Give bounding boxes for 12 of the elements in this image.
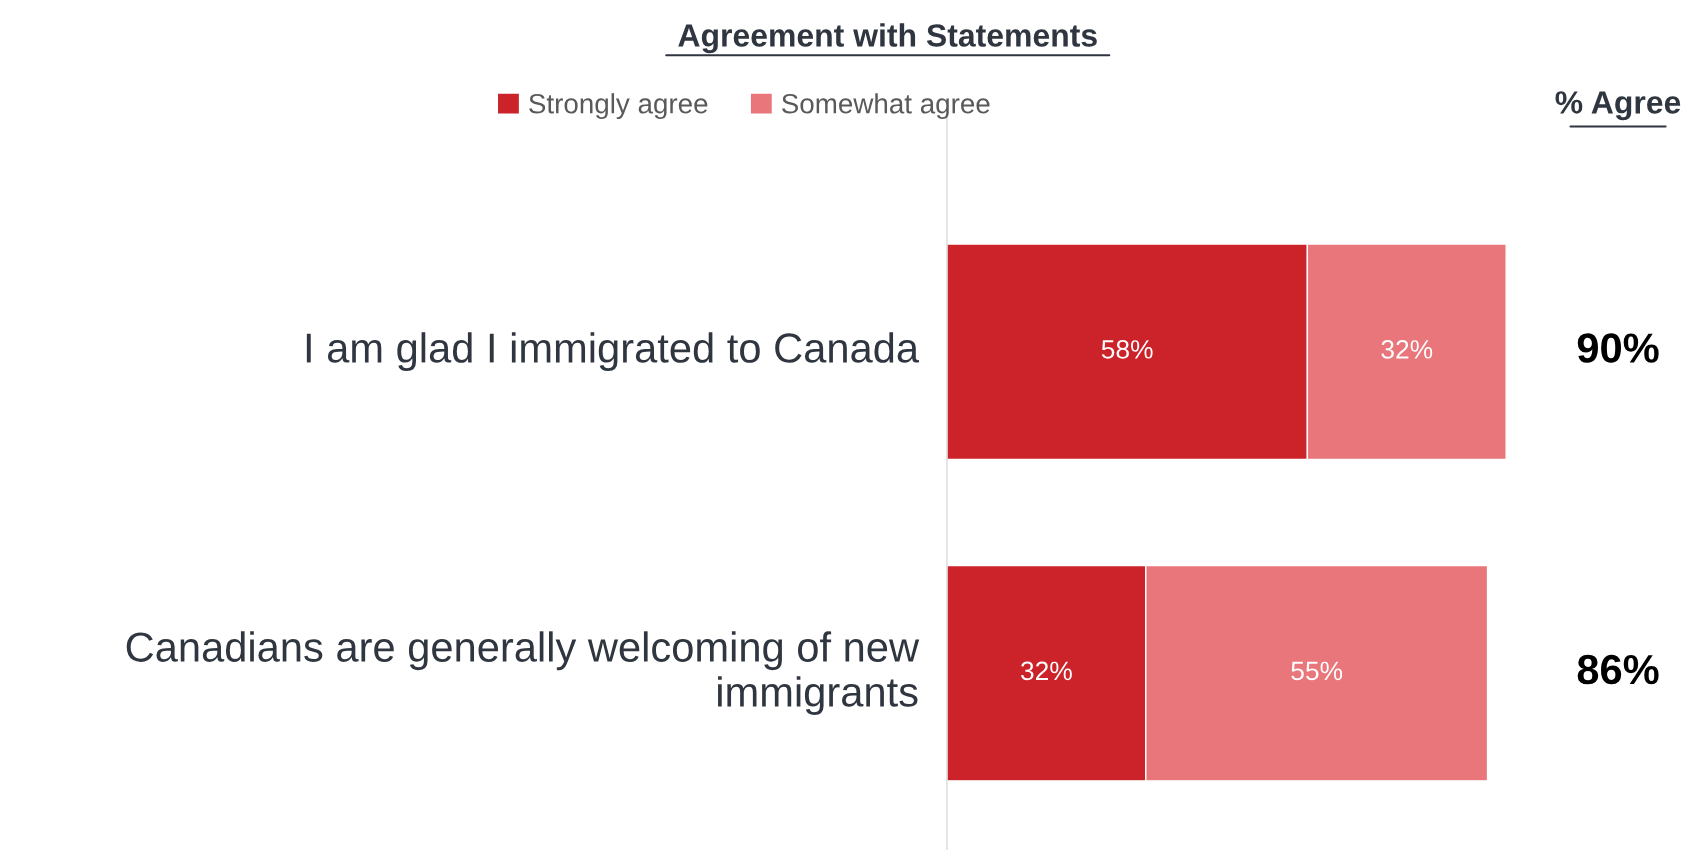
data-label: 55% [1291,661,1343,681]
total-label: 90% [1577,333,1659,363]
legend-label: Strongly agree [529,93,708,120]
data-label: 32% [1020,661,1072,681]
y-tick-label: Canadians are generally welcoming of new immigrants [126,631,920,716]
legend-label: Somewhat agree [782,93,990,120]
y-tick-label: I am glad I immigrated to Canada [306,332,920,372]
data-label: 58% [1101,340,1153,359]
chart-title: Agreement with Statements [678,23,1097,54]
total-label: 86% [1577,654,1659,685]
text: % Agree [1555,91,1681,121]
data-label: 32% [1381,340,1433,359]
